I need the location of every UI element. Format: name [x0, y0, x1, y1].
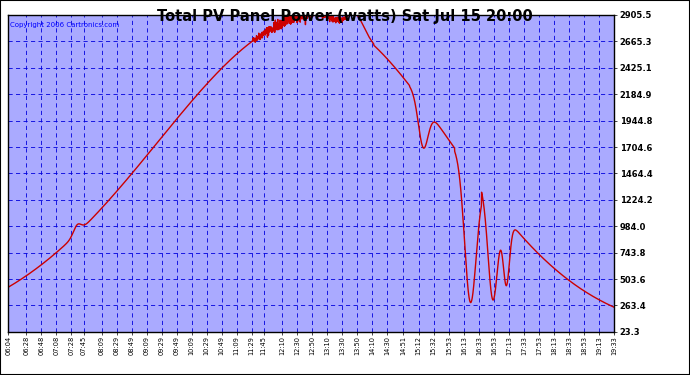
- Text: Total PV Panel Power (watts) Sat Jul 15 20:00: Total PV Panel Power (watts) Sat Jul 15 …: [157, 9, 533, 24]
- Text: Copyright 2006 Cartronics.com: Copyright 2006 Cartronics.com: [10, 22, 119, 28]
